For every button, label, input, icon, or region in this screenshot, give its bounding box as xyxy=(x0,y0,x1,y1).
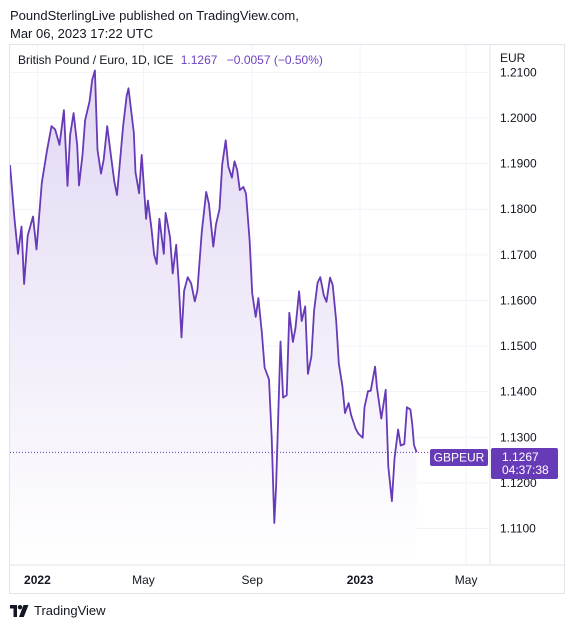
price-tick-label: 1.1100 xyxy=(500,522,536,536)
price-badge: 1.1267 04:37:38 xyxy=(491,448,558,479)
price-line xyxy=(10,69,418,524)
tradingview-logo-icon xyxy=(10,604,29,617)
ticker-badge-label: GBPEUR xyxy=(434,451,485,465)
price-tick-label: 1.1800 xyxy=(500,202,537,216)
legend-symbol: British Pound / Euro, 1D, ICE xyxy=(18,53,174,67)
chart-frame xyxy=(9,44,565,594)
price-tick-label: 1.1500 xyxy=(500,339,537,353)
tradingview-logo-text: TradingView xyxy=(34,603,106,618)
price-tick-label: 1.1300 xyxy=(500,430,537,444)
legend-change: −0.0057 (−0.50%) xyxy=(226,53,323,67)
time-tick-label: May xyxy=(455,573,478,587)
legend: British Pound / Euro, 1D, ICE 1.1267 −0.… xyxy=(18,53,323,67)
price-tick-label: 1.1900 xyxy=(500,157,537,171)
price-scale-unit: EUR xyxy=(500,51,526,65)
price-tick-label: 1.2100 xyxy=(500,65,537,79)
published-date: Mar 06, 2023 17:22 UTC xyxy=(10,26,154,41)
price-badge-value: 1.1267 xyxy=(502,450,539,464)
price-tick-label: 1.1600 xyxy=(500,293,537,307)
published-by: PoundSterlingLive published on TradingVi… xyxy=(10,8,299,23)
tradingview-logo[interactable]: TradingView xyxy=(10,603,106,618)
price-tick-label: 1.1400 xyxy=(500,385,537,399)
publisher-note: PoundSterlingLive published on TradingVi… xyxy=(10,7,299,43)
price-scale[interactable]: 1.1100 1.1200 1.1300 1.1400 1.1500 1.1600 1.17… xyxy=(500,65,537,535)
price-tick-label: 1.2000 xyxy=(500,111,537,125)
price-badge-box xyxy=(491,448,558,479)
ticker-badge: GBPEUR xyxy=(430,449,488,466)
price-tick-label: 1.1200 xyxy=(500,476,537,490)
time-scale[interactable]: 2022 May Sep 2023 May xyxy=(24,573,477,587)
time-tick-label: May xyxy=(132,573,155,587)
time-tick-label: 2022 xyxy=(24,573,51,587)
time-tick-label: 2023 xyxy=(347,573,374,587)
price-tick-label: 1.1700 xyxy=(500,248,537,262)
legend-last-price: 1.1267 xyxy=(180,53,218,67)
price-badge-countdown: 04:37:38 xyxy=(502,463,549,477)
price-area xyxy=(10,70,417,565)
ticker-badge-box xyxy=(430,449,488,466)
time-tick-label: Sep xyxy=(242,573,264,587)
